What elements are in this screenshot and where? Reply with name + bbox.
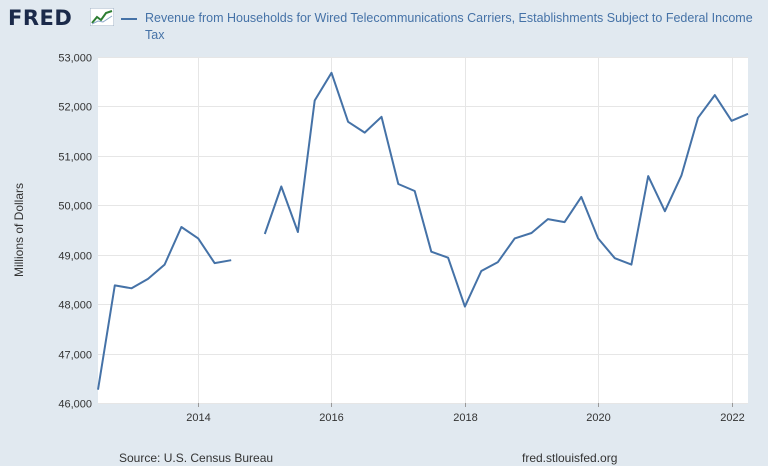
legend-swatch bbox=[121, 18, 137, 20]
y-axis-ticks: 46,000 47,000 48,000 49,000 50,000 51,000 52,0… bbox=[58, 53, 92, 411]
x-tick-label: 2020 bbox=[586, 412, 610, 424]
plot-area bbox=[98, 57, 748, 403]
x-tick-label: 2022 bbox=[720, 412, 744, 424]
x-tick-label: 2016 bbox=[319, 412, 343, 424]
y-tick-label: 49,000 bbox=[58, 251, 92, 263]
fred-url[interactable]: fred.stlouisfed.org bbox=[522, 451, 618, 465]
graph-logo-icon bbox=[90, 8, 114, 26]
y-tick-label: 53,000 bbox=[58, 53, 92, 65]
x-tick-label: 2018 bbox=[453, 412, 477, 424]
x-tick-label: 2014 bbox=[186, 412, 210, 424]
y-tick-label: 50,000 bbox=[58, 201, 92, 213]
y-tick-label: 48,000 bbox=[58, 300, 92, 312]
y-tick-label: 46,000 bbox=[58, 399, 92, 411]
gridlines bbox=[98, 57, 748, 404]
series-line bbox=[97, 226, 232, 390]
fred-logo[interactable]: FRED bbox=[8, 6, 73, 30]
series-group bbox=[97, 71, 749, 390]
series-line bbox=[263, 71, 749, 308]
chart-header: FRED Revenue from Households for Wired T… bbox=[0, 0, 768, 48]
x-axis-ticks: 2014 2016 2018 2020 2022 bbox=[186, 403, 745, 424]
y-tick-label: 52,000 bbox=[58, 102, 92, 114]
source-note: Source: U.S. Census Bureau bbox=[119, 451, 274, 465]
legend-series-label[interactable]: Revenue from Households for Wired Teleco… bbox=[145, 11, 753, 42]
y-tick-label: 47,000 bbox=[58, 350, 92, 362]
y-tick-label: 51,000 bbox=[58, 152, 92, 164]
